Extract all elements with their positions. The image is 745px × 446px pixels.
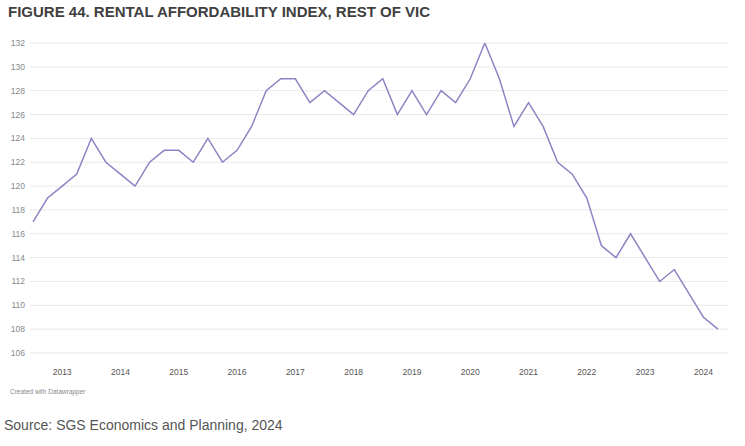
x-tick-label: 2015: [169, 367, 188, 377]
source: Source: SGS Economics and Planning, 2024: [4, 417, 283, 433]
grid-line: [30, 233, 728, 234]
grid-line: [30, 281, 728, 282]
x-tick-label: 2013: [53, 367, 72, 377]
line: [33, 43, 718, 329]
y-tick-label: 114: [11, 253, 25, 263]
chart: FIGURE 44. RENTAL AFFORDABILITY INDEX, R…: [0, 0, 745, 446]
grid-line: [30, 66, 728, 67]
x-tick-label: 2014: [111, 367, 130, 377]
series: [33, 43, 718, 329]
grid-line: [30, 138, 728, 139]
y-tick-label: 130: [11, 62, 25, 72]
title: FIGURE 44. RENTAL AFFORDABILITY INDEX, R…: [8, 3, 430, 20]
y-tick-label: 108: [11, 324, 25, 334]
y-tick-label: 112: [11, 276, 25, 286]
x-tick-label: 2021: [519, 367, 538, 377]
y-tick-label: 122: [11, 157, 25, 167]
grid-line: [30, 305, 728, 306]
x-tick-label: 2019: [402, 367, 421, 377]
y-tick-label: 132: [11, 38, 25, 48]
x-tick-label: 2023: [636, 367, 655, 377]
x-tick-label: 2020: [461, 367, 480, 377]
grid-line: [30, 162, 728, 163]
y-tick-label: 116: [11, 229, 25, 239]
x-tick-label: 2016: [228, 367, 247, 377]
y-tick-label: 124: [11, 133, 25, 143]
y-tick-label: 110: [11, 300, 25, 310]
credit: Created with Datawrapper: [10, 388, 86, 396]
y-tick-label: 106: [11, 348, 25, 358]
grid-line: [30, 43, 728, 44]
x-tick-label: 2022: [577, 367, 596, 377]
grid-line: [30, 90, 728, 91]
grid-line: [30, 257, 728, 258]
x-tick-label: 2017: [286, 367, 305, 377]
grid-line: [30, 329, 728, 330]
grid: [30, 43, 728, 353]
grid-line: [30, 209, 728, 210]
y-tick-label: 118: [11, 205, 25, 215]
y-tick-label: 120: [11, 181, 25, 191]
x-tick-label: 2018: [344, 367, 363, 377]
x-tick-label: 2024: [694, 367, 713, 377]
y-tick-label: 126: [11, 110, 25, 120]
y-tick-label: 128: [11, 86, 25, 96]
grid-line: [30, 353, 728, 354]
grid-line: [30, 114, 728, 115]
